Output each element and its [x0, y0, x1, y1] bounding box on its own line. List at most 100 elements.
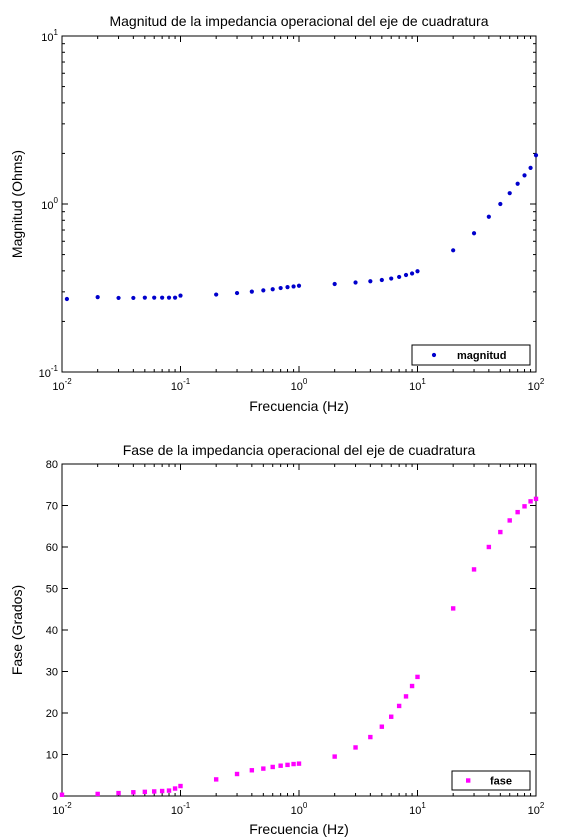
data-point [285, 763, 289, 767]
data-point [516, 182, 520, 186]
data-point [178, 293, 182, 297]
data-point [522, 173, 526, 177]
data-point [368, 735, 372, 739]
data-point [131, 296, 135, 300]
y-tick-label: 40 [46, 625, 58, 637]
data-point [410, 271, 414, 275]
data-point [116, 296, 120, 300]
data-point [508, 191, 512, 195]
data-point [271, 765, 275, 769]
x-tick-label: 100 [291, 801, 308, 817]
legend: fase [452, 771, 530, 790]
data-point [498, 530, 502, 534]
y-tick-label: 100 [41, 196, 58, 212]
data-point [389, 276, 393, 280]
data-point [261, 288, 265, 292]
legend-marker [432, 353, 436, 357]
data-point [380, 278, 384, 282]
data-point [380, 724, 384, 728]
data-point [214, 777, 218, 781]
data-point [410, 684, 414, 688]
data-point [116, 791, 120, 795]
y-axis-label: Magnitud (Ohms) [9, 150, 25, 258]
legend-label: fase [490, 776, 512, 788]
data-point [415, 675, 419, 679]
data-point [534, 153, 538, 157]
data-point [451, 248, 455, 252]
x-tick-label: 10-2 [52, 377, 72, 393]
legend-marker [466, 778, 470, 782]
data-point [291, 284, 295, 288]
data-point [167, 788, 171, 792]
data-point [131, 790, 135, 794]
data-point [333, 282, 337, 286]
chart-title: Fase de la impedancia operacional del ej… [123, 442, 476, 458]
data-point [451, 606, 455, 610]
y-tick-label: 20 [46, 708, 58, 720]
data-point [143, 790, 147, 794]
x-tick-label: 100 [291, 377, 308, 393]
y-tick-label: 70 [46, 501, 58, 513]
data-point [297, 284, 301, 288]
y-tick-label: 101 [41, 28, 58, 44]
chart-2: Fase de la impedancia operacional del ej… [9, 442, 545, 837]
x-axis-label: Frecuencia (Hz) [249, 821, 349, 837]
x-tick-label: 101 [409, 377, 426, 393]
data-point [332, 754, 336, 758]
data-point [353, 745, 357, 749]
x-tick-label: 102 [528, 801, 545, 817]
data-point [515, 510, 519, 514]
data-point [508, 518, 512, 522]
data-point [95, 792, 99, 796]
chart-title: Magnitud de la impedancia operacional de… [109, 13, 488, 29]
y-tick-label: 30 [46, 667, 58, 679]
y-tick-label: 80 [46, 459, 58, 471]
data-point [160, 296, 164, 300]
data-point [173, 786, 177, 790]
data-point [389, 715, 393, 719]
y-tick-label: 60 [46, 542, 58, 554]
data-point [528, 166, 532, 170]
data-point [404, 694, 408, 698]
plot-area [62, 36, 536, 372]
x-tick-label: 10-1 [171, 801, 191, 817]
y-axis-label: Fase (Grados) [9, 585, 25, 675]
data-point [472, 231, 476, 235]
data-point [522, 504, 526, 508]
y-tick-label: 10 [46, 750, 58, 762]
data-point [487, 545, 491, 549]
x-tick-label: 10-2 [52, 801, 72, 817]
y-tick-label: 0 [52, 791, 58, 803]
data-point [472, 567, 476, 571]
data-point [152, 296, 156, 300]
legend: magnitud [412, 345, 530, 365]
data-point [96, 295, 100, 299]
data-point [397, 704, 401, 708]
data-point [291, 762, 295, 766]
data-point [534, 497, 538, 501]
x-tick-label: 101 [409, 801, 426, 817]
x-tick-label: 102 [528, 377, 545, 393]
data-point [152, 789, 156, 793]
data-point [261, 766, 265, 770]
plot-area [62, 464, 536, 796]
data-point [271, 287, 275, 291]
data-point [498, 202, 502, 206]
x-tick-label: 10-1 [171, 377, 191, 393]
data-point [167, 296, 171, 300]
data-point [235, 772, 239, 776]
data-point [65, 297, 69, 301]
data-point [278, 764, 282, 768]
data-point [279, 286, 283, 290]
data-point [368, 279, 372, 283]
data-point [250, 768, 254, 772]
chart-1: Magnitud de la impedancia operacional de… [9, 13, 545, 414]
data-point [285, 285, 289, 289]
x-axis-label: Frecuencia (Hz) [249, 398, 349, 414]
data-point [297, 761, 301, 765]
data-point [415, 269, 419, 273]
data-point [143, 296, 147, 300]
legend-label: magnitud [457, 350, 507, 362]
data-point [178, 784, 182, 788]
